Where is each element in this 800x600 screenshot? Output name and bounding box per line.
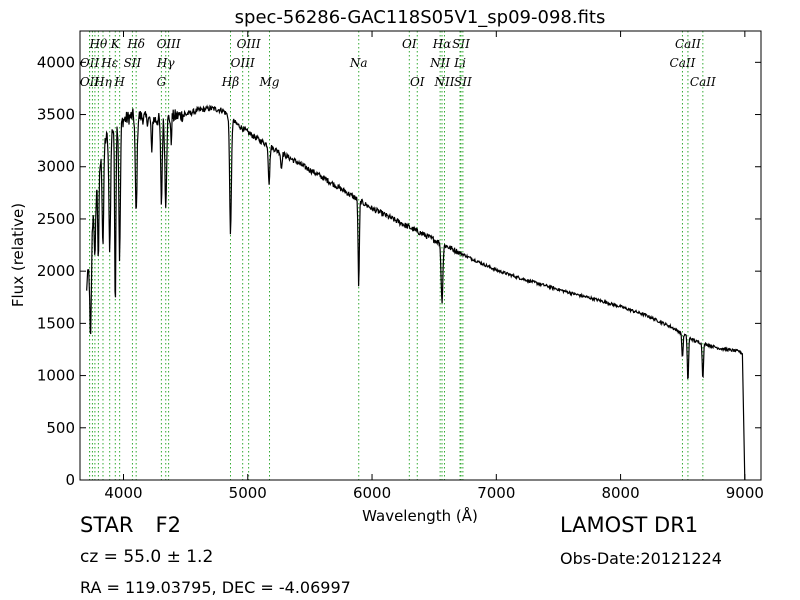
spectral-line-label: OIII [237, 37, 261, 51]
spectral-line-label: Hη [93, 75, 112, 89]
x-axis-label: Wavelength (Å) [362, 506, 478, 525]
y-tick-label: 1500 [37, 314, 75, 332]
spectral-line-label: NII [429, 56, 450, 70]
spectral-line-label: SII [452, 37, 470, 51]
spectral-line-label: OI [410, 75, 425, 89]
spectral-line-label: CaII [690, 75, 716, 89]
plot-frame [79, 30, 762, 481]
flux-series-line [85, 104, 746, 481]
y-tick-label: 1000 [37, 367, 75, 385]
survey-name: LAMOST DR1 [560, 513, 699, 537]
y-tick-label: 2000 [37, 262, 75, 280]
chart-title: spec-56286-GAC118S05V1_sp09-098.fits [235, 7, 606, 28]
spectral-line-label: OII [80, 75, 100, 89]
x-tick-label: 5000 [229, 484, 267, 502]
y-tick-label: 3000 [37, 158, 75, 176]
spectral-line-label: SII [454, 75, 472, 89]
spectral-line-label: Hα [432, 37, 452, 51]
object-subclass: F2 [155, 513, 181, 537]
object-type: STAR [80, 513, 134, 537]
x-tick-label: 7000 [477, 484, 515, 502]
spectral-line-label: OIII [231, 56, 255, 70]
y-tick-label: 0 [65, 471, 75, 489]
axis-ticks: 4000 5000 6000 7000 8000 9000 0 500 1000 1500 2000… [37, 31, 764, 502]
spectral-line-label: G [157, 75, 167, 89]
y-tick-label: 3500 [37, 106, 75, 124]
spectral-line-label: Hβ [221, 75, 239, 89]
spectral-lines: OIIOIIHθHηHεKHSIIHδGHγOIIIHβOIIIOIIIMgNa… [80, 31, 716, 480]
y-tick-label: 500 [46, 419, 75, 437]
y-tick-label: 2500 [37, 210, 75, 228]
spectral-line-label: CaII [675, 37, 701, 51]
redshift-value: cz = 55.0 ± 1.2 [80, 547, 214, 567]
x-tick-label: 4000 [104, 484, 142, 502]
spectral-line-label: SII [124, 56, 142, 70]
y-tick-label: 4000 [37, 53, 75, 71]
spectral-line-label: OI [402, 37, 417, 51]
spectral-line-label: Li [453, 56, 466, 70]
spectral-line-label: Na [349, 56, 368, 70]
observation-date: Obs-Date:20121224 [560, 549, 722, 568]
spectral-line-label: H [113, 75, 125, 89]
spectral-line-label: Hδ [126, 37, 145, 51]
spectral-line-label: NII [433, 75, 454, 89]
spectral-line-label: Hγ [156, 56, 175, 70]
spectral-line-label: OIII [157, 37, 181, 51]
coordinates: RA = 119.03795, DEC = -4.06997 [80, 578, 351, 597]
spectral-line-label: Hε [100, 56, 118, 70]
object-class: STAR F2 [80, 513, 181, 537]
spectral-line-label: Mg [259, 75, 280, 89]
spectral-line-label: K [110, 37, 121, 51]
spectral-line-label: Hθ [89, 37, 108, 51]
x-tick-label: 8000 [601, 484, 639, 502]
spectral-line-label: CaII [670, 56, 696, 70]
x-tick-label: 6000 [353, 484, 391, 502]
x-tick-label: 9000 [726, 484, 764, 502]
y-axis-label: Flux (relative) [9, 203, 27, 307]
